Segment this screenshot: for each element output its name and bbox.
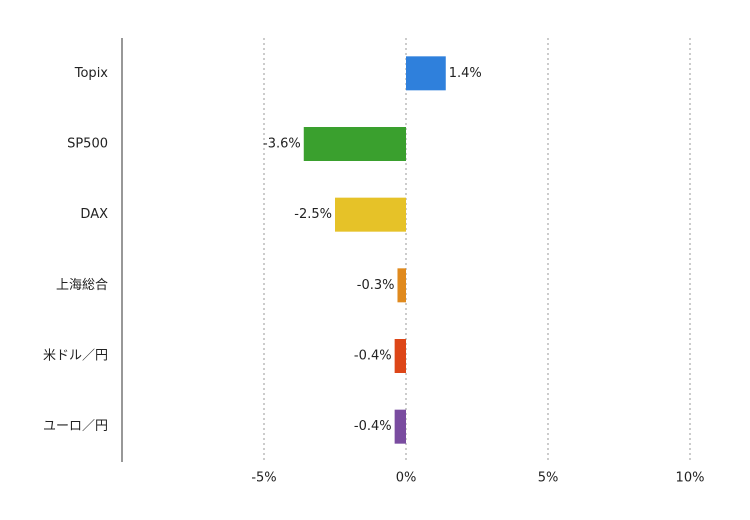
bar xyxy=(394,339,406,373)
y-tick-label: Topix xyxy=(74,66,109,81)
y-tick-label: DAX xyxy=(80,207,108,222)
bar xyxy=(303,127,406,161)
y-tick-label: ユーロ／円 xyxy=(43,419,108,434)
x-tick-label: 5% xyxy=(538,471,559,486)
x-tick-label: 0% xyxy=(396,471,417,486)
value-label: -0.4% xyxy=(354,419,392,434)
x-tick-label: 10% xyxy=(676,471,705,486)
y-tick-label: 上海総合 xyxy=(56,278,108,293)
bar xyxy=(394,409,406,444)
value-label: -0.4% xyxy=(354,349,392,364)
bar xyxy=(397,268,406,303)
bar xyxy=(406,56,446,91)
value-label: -2.5% xyxy=(294,207,332,222)
value-label: 1.4% xyxy=(449,66,482,81)
y-tick-label: SP500 xyxy=(67,137,108,152)
value-label: -0.3% xyxy=(357,278,395,293)
x-tick-label: -5% xyxy=(251,471,276,486)
y-tick-label: 米ドル／円 xyxy=(43,349,108,364)
bar xyxy=(335,197,406,232)
value-label: -3.6% xyxy=(263,137,301,152)
